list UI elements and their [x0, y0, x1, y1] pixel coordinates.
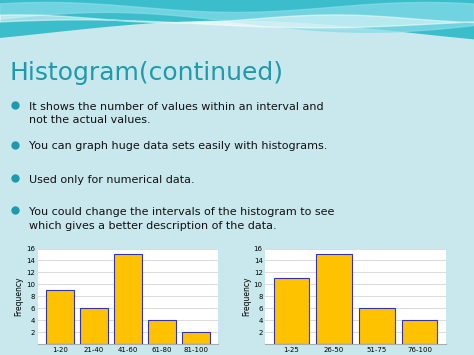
Text: You could change the intervals of the histogram to see
which gives a better desc: You could change the intervals of the hi… [29, 207, 334, 230]
Text: You can graph huge data sets easily with histograms.: You can graph huge data sets easily with… [29, 141, 327, 152]
Bar [80, 308, 108, 344]
Bar [317, 255, 352, 344]
Bar [148, 320, 176, 344]
Bar [273, 278, 309, 344]
Bar [46, 290, 74, 344]
Text: It shows the number of values within an interval and
not the actual values.: It shows the number of values within an … [29, 102, 324, 125]
Bar [182, 332, 210, 344]
Text: Used only for numerical data.: Used only for numerical data. [29, 175, 194, 185]
Bar [114, 255, 142, 344]
Text: Histogram(continued): Histogram(continued) [9, 61, 283, 85]
Bar [359, 308, 394, 344]
Bar [402, 320, 438, 344]
Y-axis label: Frequency: Frequency [14, 277, 23, 316]
Y-axis label: Frequency: Frequency [242, 277, 251, 316]
